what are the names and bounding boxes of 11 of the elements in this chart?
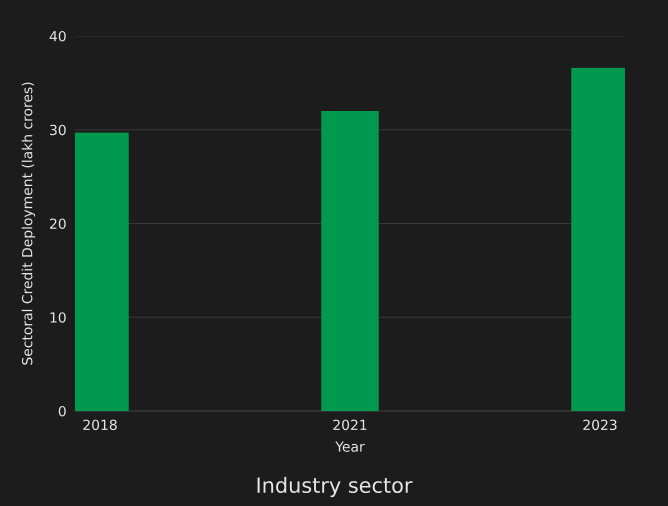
y-tick-label: 10: [50, 312, 66, 323]
text: Industry sector: [258, 476, 412, 498]
y-tick-label: 30: [50, 124, 66, 136]
y-tick-label: 20: [50, 218, 66, 229]
x-tick-label: 2021: [333, 420, 366, 430]
x-tick-label: 2023: [583, 420, 617, 430]
y-tick-label: 40: [50, 30, 66, 42]
x-tick-label: 2018: [83, 420, 117, 430]
x-axis-title: Year: [335, 442, 365, 452]
y-tick-label: 0: [58, 406, 66, 416]
y-axis-title: Sectoral Credit Deployment (lakh crores): [22, 82, 36, 365]
